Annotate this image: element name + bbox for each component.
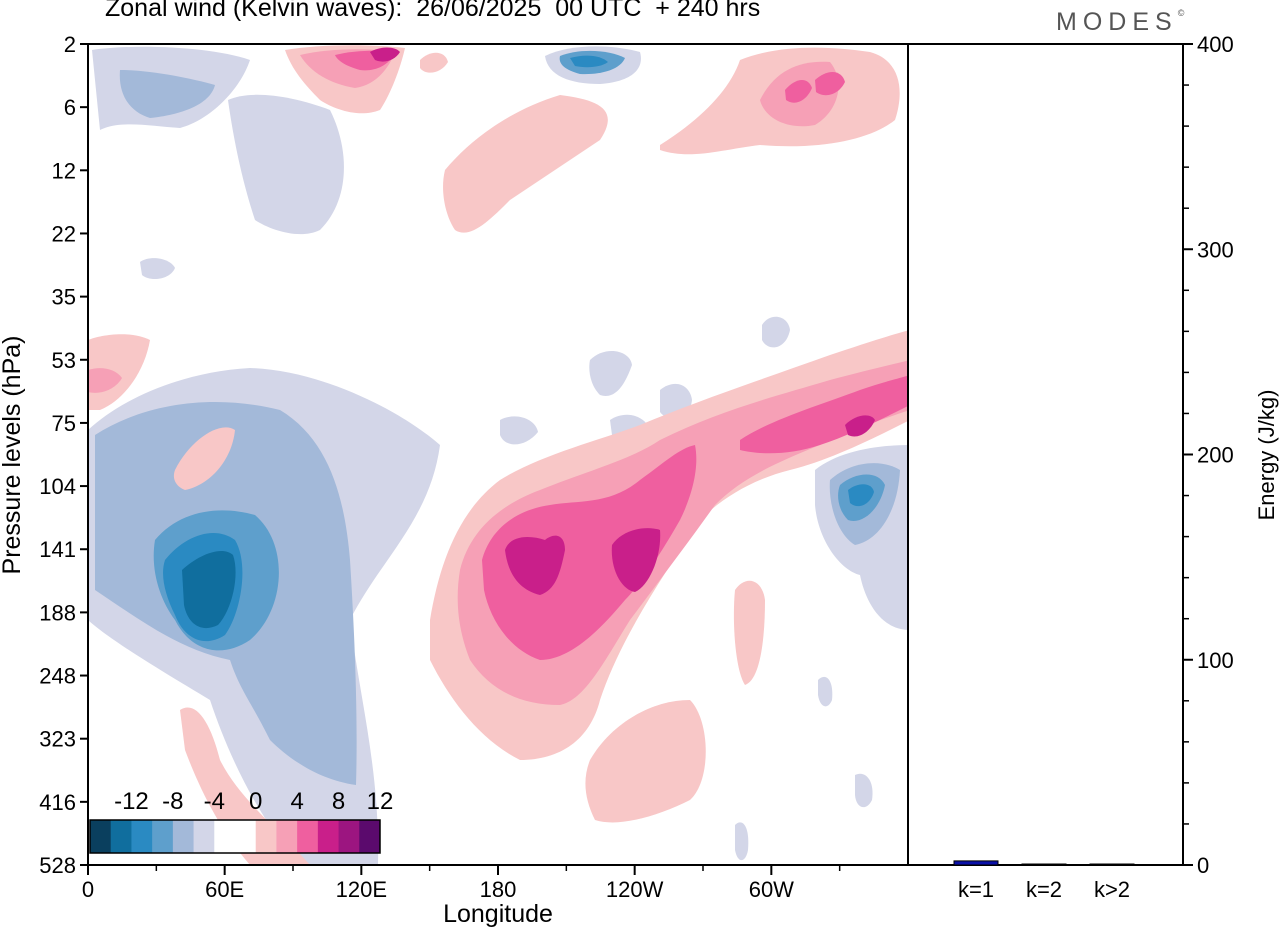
- colorbar-swatch: [235, 820, 257, 853]
- contour-field: [88, 45, 908, 865]
- energy-bar: [1021, 863, 1067, 866]
- energy-bar: [1089, 863, 1135, 866]
- positive-region: [88, 368, 122, 393]
- energy-frame: [907, 43, 1184, 866]
- colorbar-label: 8: [332, 788, 345, 815]
- negative-region: [182, 550, 236, 629]
- y-tick-label: 12: [52, 158, 76, 183]
- colorbar-swatch: [255, 820, 277, 853]
- y-axis-label: Pressure levels (hPa): [0, 336, 26, 575]
- colorbar-swatch: [297, 820, 319, 853]
- y-tick-label: 141: [39, 537, 76, 562]
- y-tick-label: 2: [64, 32, 76, 57]
- negative-region: [228, 94, 344, 235]
- colorbar-label: 12: [367, 788, 394, 815]
- negative-region: [855, 773, 873, 808]
- colorbar-swatch: [338, 820, 360, 853]
- y-tick-label: 104: [39, 474, 76, 499]
- energy-category-label: k=2: [1026, 877, 1062, 902]
- y-tick-label: 35: [52, 285, 76, 310]
- positive-region: [443, 95, 608, 233]
- y-tick-label: 248: [39, 664, 76, 689]
- positive-region: [505, 535, 565, 595]
- energy-tick-label: 400: [1197, 32, 1234, 57]
- x-tick-label: 60E: [205, 877, 244, 902]
- positive-region: [482, 445, 697, 660]
- x-axis-label: Longitude: [443, 900, 553, 928]
- negative-region: [140, 258, 175, 280]
- energy-bar: [953, 860, 999, 866]
- energy-tick-label: 100: [1197, 648, 1234, 673]
- energy-category-label: k=1: [958, 877, 994, 902]
- colorbar-swatch: [172, 820, 195, 853]
- energy-category-label: k>2: [1094, 877, 1130, 902]
- negative-region: [570, 55, 608, 68]
- heatmap-axes: 0 60E 120E 180 120W 60W 2 6 12 22 35 53 75 104 141 188 2…: [39, 32, 909, 902]
- energy-tick-label: 0: [1197, 853, 1209, 878]
- colorbar-label: -12: [114, 788, 149, 815]
- colorbar: -12 -8 -4 0 4 8 12: [89, 788, 394, 854]
- colorbar-swatch: [359, 820, 381, 853]
- positive-region: [740, 375, 908, 454]
- y-tick-label: 53: [52, 348, 76, 373]
- y-tick-label: 75: [52, 411, 76, 436]
- colorbar-label: -4: [204, 788, 225, 815]
- colorbar-label: 0: [249, 788, 262, 815]
- x-tick-label: 120E: [336, 877, 387, 902]
- colorbar-swatch: [131, 820, 153, 853]
- positive-region: [733, 580, 765, 685]
- colorbar-frame: [89, 819, 381, 854]
- colorbar-label: 4: [290, 788, 303, 815]
- colorbar-swatch: [214, 820, 236, 853]
- colorbar-swatch: [152, 820, 174, 853]
- positive-region: [370, 47, 400, 62]
- negative-region: [762, 316, 790, 348]
- x-tick-label: 0: [82, 877, 94, 902]
- y-tick-label: 22: [52, 221, 76, 246]
- y-tick-label: 416: [39, 790, 76, 815]
- energy-tick-label: 200: [1197, 443, 1234, 468]
- energy-tick-label: 300: [1197, 237, 1234, 262]
- colorbar-swatch: [110, 820, 132, 853]
- brand-name: MODES: [1056, 8, 1178, 36]
- y-tick-label: 188: [39, 600, 76, 625]
- brand-mark: ©: [1177, 8, 1185, 18]
- x-tick-label: 120W: [606, 877, 664, 902]
- negative-region: [119, 70, 215, 118]
- colorbar-swatch: [317, 820, 340, 853]
- negative-region: [818, 676, 833, 707]
- positive-region: [420, 52, 448, 73]
- positive-region: [611, 528, 661, 592]
- energy-bar-panel: 0 100 200 300 400 k=1 k=2 k>2: [907, 32, 1234, 902]
- y-tick-label: 323: [39, 727, 76, 752]
- positive-region: [845, 415, 875, 437]
- energy-axis-label: Energy (J/kg): [1254, 390, 1279, 521]
- positive-region: [585, 700, 706, 823]
- positive-region: [180, 707, 310, 865]
- colorbar-swatch: [90, 820, 112, 853]
- colorbar-swatch: [276, 820, 298, 853]
- colorbar-label: -8: [162, 788, 183, 815]
- chart-title: Zonal wind (Kelvin waves): 26/06/2025 00…: [105, 0, 761, 22]
- colorbar-swatch: [193, 820, 215, 853]
- negative-region: [589, 350, 632, 396]
- y-tick-label: 6: [64, 95, 76, 120]
- y-tick-label: 528: [39, 853, 76, 878]
- x-tick-label: 180: [480, 877, 517, 902]
- brand-logo: MODES©: [1056, 8, 1184, 37]
- positive-region: [785, 79, 812, 103]
- x-tick-label: 60W: [749, 877, 794, 902]
- positive-region: [815, 71, 845, 96]
- negative-region: [735, 822, 749, 861]
- positive-region: [173, 427, 235, 490]
- negative-region: [500, 416, 538, 445]
- negative-region: [848, 484, 874, 507]
